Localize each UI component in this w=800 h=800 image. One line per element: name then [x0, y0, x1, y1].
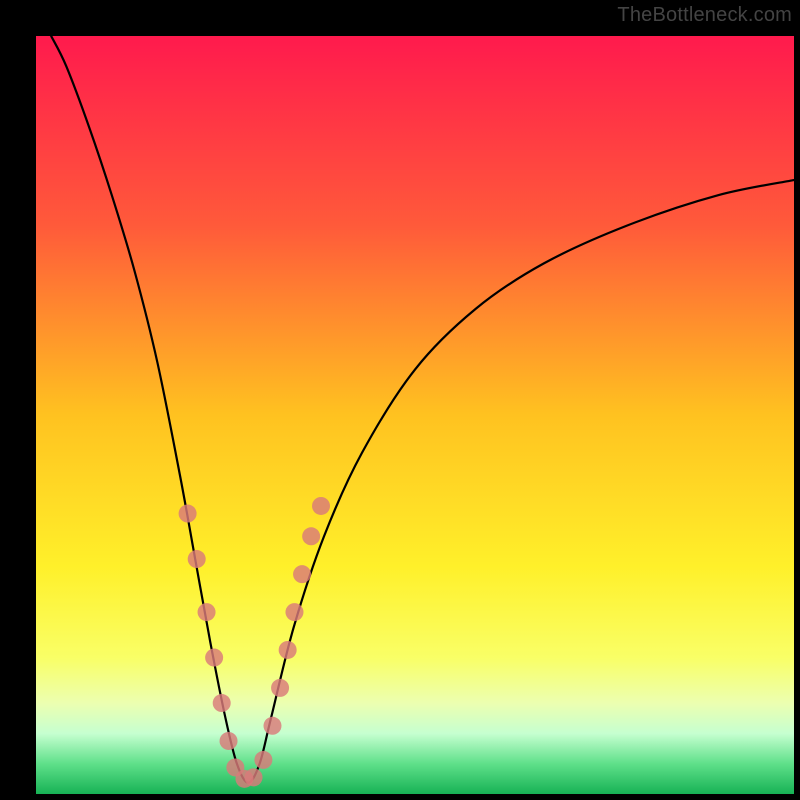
data-marker: [213, 694, 231, 712]
curve-layer: [0, 0, 800, 800]
data-marker: [188, 550, 206, 568]
watermark-label: TheBottleneck.com: [617, 4, 792, 27]
data-marker: [302, 527, 320, 545]
data-marker: [179, 505, 197, 523]
data-marker: [271, 679, 289, 697]
data-marker: [220, 732, 238, 750]
data-marker: [312, 497, 330, 515]
data-marker: [263, 717, 281, 735]
data-marker: [279, 641, 297, 659]
data-marker: [254, 751, 272, 769]
chart-stage: TheBottleneck.com: [0, 0, 800, 800]
data-marker: [198, 603, 216, 621]
data-marker: [205, 649, 223, 667]
data-marker: [245, 768, 263, 786]
data-marker: [285, 603, 303, 621]
bottleneck-curve: [51, 36, 794, 783]
data-marker: [293, 565, 311, 583]
